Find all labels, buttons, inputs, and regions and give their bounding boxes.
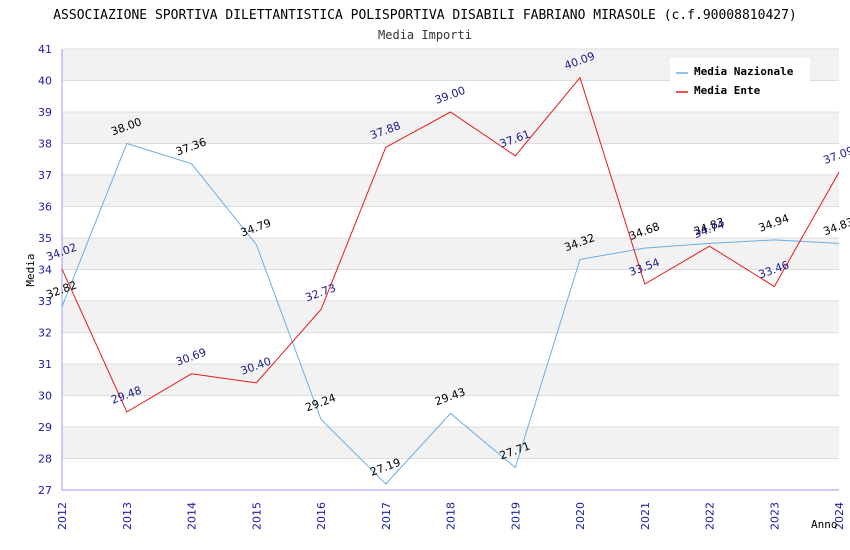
x-tick-label: 2021 (639, 502, 652, 530)
legend-box (670, 58, 810, 102)
data-label: 34.83 (822, 215, 850, 238)
x-tick-label: 2014 (186, 502, 199, 530)
data-label: 27.19 (368, 456, 402, 479)
x-tick-label: 2015 (250, 502, 263, 530)
background-band (62, 427, 839, 459)
x-tick-label: 2016 (315, 502, 328, 530)
y-tick-label: 33 (38, 295, 52, 308)
data-label: 39.00 (433, 84, 467, 107)
y-tick-label: 27 (38, 484, 52, 497)
background-band (62, 301, 839, 333)
legend-label-media-ente: Media Ente (694, 84, 761, 97)
y-tick-label: 31 (38, 358, 52, 371)
y-tick-label: 36 (38, 201, 52, 214)
y-tick-label: 41 (38, 43, 52, 56)
legend: Media Nazionale Media Ente (670, 58, 810, 102)
y-tick-label: 30 (38, 390, 52, 403)
x-tick-label: 2017 (380, 502, 393, 530)
x-tick-label: 2018 (445, 502, 458, 530)
data-label: 34.79 (239, 216, 273, 239)
x-tick-label: 2024 (833, 502, 846, 530)
x-tick-label: 2013 (121, 502, 134, 530)
legend-label-media-nazionale: Media Nazionale (694, 65, 794, 78)
y-tick-label: 38 (38, 138, 52, 151)
y-tick-label: 39 (38, 106, 52, 119)
background-band (62, 112, 839, 144)
y-tick-label: 35 (38, 232, 52, 245)
chart-title: ASSOCIAZIONE SPORTIVA DILETTANTISTICA PO… (53, 8, 797, 23)
y-axis-title: Media (24, 253, 37, 286)
y-tick-label: 32 (38, 327, 52, 340)
background-band (62, 175, 839, 207)
x-tick-labels: 2012 2013 2014 2015 2016 2017 2018 2019 2020 2021… (56, 502, 846, 530)
series-line-media-ente (61, 76, 840, 413)
chart-subtitle: Media Importi (378, 28, 472, 42)
x-tick-label: 2019 (509, 502, 522, 530)
y-tick-label: 29 (38, 421, 52, 434)
x-tick-label: 2012 (56, 502, 69, 530)
x-tick-label: 2020 (574, 502, 587, 530)
background-band (62, 364, 839, 396)
y-tick-label: 37 (38, 169, 52, 182)
x-tick-label: 2022 (704, 502, 717, 530)
x-axis-title: Anno (811, 518, 838, 531)
series-lines (61, 76, 840, 485)
y-tick-label: 28 (38, 453, 52, 466)
data-label: 34.94 (757, 212, 791, 235)
data-label: 37.09 (822, 144, 850, 167)
y-tick-label: 34 (38, 264, 52, 277)
series-line-media-nazionale (61, 142, 840, 485)
x-tick-label: 2023 (768, 502, 781, 530)
y-tick-labels: 27 28 29 30 31 32 33 34 35 36 37 38 39 40 41 (38, 43, 52, 497)
y-tick-label: 40 (38, 75, 52, 88)
